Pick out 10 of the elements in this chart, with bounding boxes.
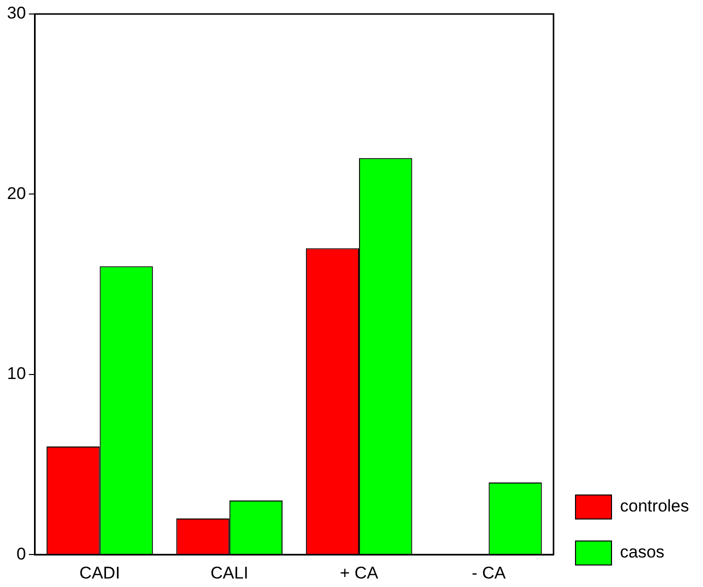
legend-label: controles bbox=[620, 496, 690, 516]
legend-label: casos bbox=[620, 542, 664, 562]
y-tick-label: 10 bbox=[6, 364, 26, 384]
x-tick-label: CADI bbox=[79, 563, 120, 582]
x-tick-label: + CA bbox=[340, 563, 379, 582]
x-tick-label: - CA bbox=[472, 563, 506, 582]
y-tick-label: 30 bbox=[6, 4, 26, 23]
y-tick-label: 20 bbox=[6, 184, 26, 203]
x-tick-label: CALI bbox=[210, 563, 248, 582]
y-tick-label: 0 bbox=[16, 544, 26, 564]
